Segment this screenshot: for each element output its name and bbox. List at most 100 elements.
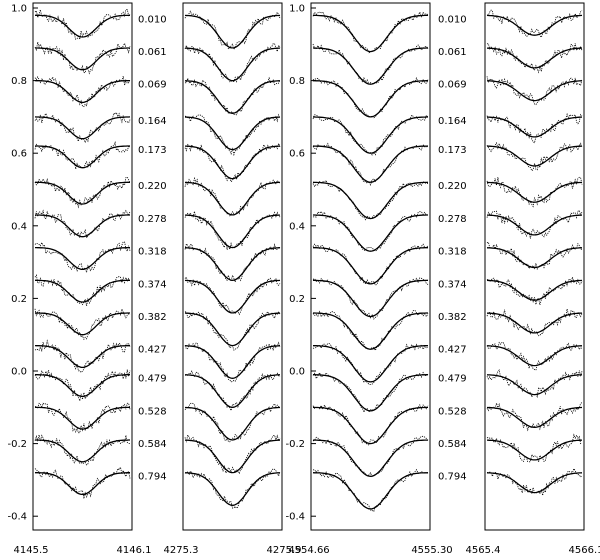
- phase-label: 0.382: [438, 312, 467, 323]
- model-profile-line: [487, 80, 582, 102]
- phase-label: 0.164: [438, 116, 467, 127]
- model-profile-line: [487, 312, 582, 334]
- x-tick-label: 4555.30: [411, 545, 452, 556]
- model-profile-line: [312, 14, 429, 53]
- observed-profile-line: [34, 209, 131, 239]
- phase-label: 0.794: [438, 472, 467, 483]
- phase-label: 0.528: [438, 406, 467, 417]
- model-profile-line: [313, 80, 428, 118]
- model-profile-line: [35, 312, 130, 336]
- observed-profile-line: [486, 112, 583, 144]
- x-tick-label: 4566.1: [569, 545, 600, 556]
- observed-profile-line: [486, 369, 583, 399]
- y-tick-label: 0.6: [289, 149, 305, 160]
- model-profile-line: [34, 116, 131, 140]
- model-profile-line: [313, 214, 428, 252]
- model-profile-line: [185, 214, 280, 249]
- observed-profile-line: [486, 76, 583, 106]
- observed-profile-line: [486, 467, 583, 496]
- model-profile-line: [487, 247, 582, 269]
- model-profile-line: [185, 116, 280, 151]
- y-tick-label: 0.6: [11, 149, 27, 160]
- y-tick-label: -0.2: [7, 439, 27, 450]
- model-profile-line: [185, 472, 280, 506]
- observed-profile-line: [312, 468, 429, 513]
- model-profile-line: [185, 374, 280, 408]
- observed-profile-line: [312, 179, 429, 221]
- model-profile-line: [35, 145, 130, 169]
- observed-profile-line: [34, 111, 131, 144]
- observed-profile-line: [184, 468, 281, 509]
- observed-profile-line: [34, 241, 131, 273]
- observed-profile-line: [184, 310, 281, 351]
- observed-profile-line: [34, 307, 131, 341]
- model-profile-line: [313, 374, 428, 412]
- observed-profile-line: [34, 9, 131, 41]
- y-tick-label: 0.0: [289, 367, 305, 378]
- phase-label: 0.382: [138, 312, 167, 323]
- y-tick-label: 0.0: [11, 367, 27, 378]
- model-profile-line: [184, 345, 281, 379]
- phase-label: 0.010: [138, 14, 167, 25]
- model-profile-line: [35, 472, 130, 496]
- x-tick-label: 4275.3: [164, 545, 199, 556]
- phase-label: 0.318: [438, 247, 467, 258]
- phase-label: 0.220: [138, 181, 167, 192]
- model-profile-line: [313, 406, 428, 445]
- observed-profile-line: [312, 43, 429, 85]
- x-tick-label: 4146.1: [117, 545, 152, 556]
- observed-profile-line: [34, 75, 131, 108]
- observed-profile-line: [184, 434, 281, 475]
- model-profile-line: [487, 345, 582, 367]
- phase-label: 0.069: [438, 80, 467, 91]
- observed-profile-line: [312, 371, 429, 414]
- model-profile-line: [486, 439, 583, 461]
- y-tick-label: 0.4: [289, 221, 305, 232]
- model-profile-line: [35, 47, 130, 71]
- y-tick-label: -0.4: [7, 512, 27, 523]
- phase-label: 0.479: [138, 374, 167, 385]
- model-profile-line: [313, 247, 428, 285]
- observed-profile-line: [312, 142, 429, 186]
- observed-profile-line: [34, 434, 130, 466]
- model-profile-line: [185, 181, 280, 216]
- phase-label: 0.069: [138, 80, 167, 91]
- panel-frame-2: [182, 2, 283, 531]
- model-profile-line: [185, 406, 280, 441]
- model-profile-line: [486, 472, 583, 494]
- model-profile-line: [185, 312, 280, 347]
- observed-profile-line: [184, 370, 281, 412]
- observed-profile-line: [312, 309, 429, 352]
- phase-label: 0.164: [138, 116, 167, 127]
- phase-label: 0.374: [438, 279, 467, 290]
- model-profile-line: [313, 439, 428, 477]
- model-profile-line: [185, 145, 280, 180]
- model-profile-line: [312, 279, 429, 318]
- x-tick-label: 4145.5: [14, 545, 49, 556]
- phase-label: 0.010: [438, 14, 467, 25]
- model-profile-line: [487, 406, 582, 428]
- phase-label: 0.061: [138, 47, 167, 58]
- model-profile-line: [312, 181, 429, 220]
- observed-profile-line: [312, 243, 429, 286]
- observed-profile-line: [486, 308, 583, 337]
- model-profile-line: [185, 80, 280, 114]
- panel-frame-3: [310, 2, 431, 531]
- phase-label: 0.318: [138, 247, 167, 258]
- observed-profile-line: [34, 140, 131, 170]
- model-profile-line: [35, 439, 130, 463]
- phase-label: 0.584: [438, 439, 467, 450]
- model-profile-line: [184, 279, 281, 314]
- model-profile-line: [487, 214, 582, 236]
- model-profile-line: [486, 47, 583, 69]
- model-profile-line: [184, 439, 281, 474]
- observed-profile-line: [313, 210, 429, 252]
- model-profile-line: [35, 374, 130, 398]
- y-tick-label: 0.4: [11, 221, 27, 232]
- phase-label: 0.278: [438, 214, 467, 225]
- observed-profile-line: [184, 341, 281, 383]
- model-profile-line: [313, 47, 428, 85]
- model-profile-line: [35, 279, 130, 303]
- observed-profile-line: [312, 435, 429, 478]
